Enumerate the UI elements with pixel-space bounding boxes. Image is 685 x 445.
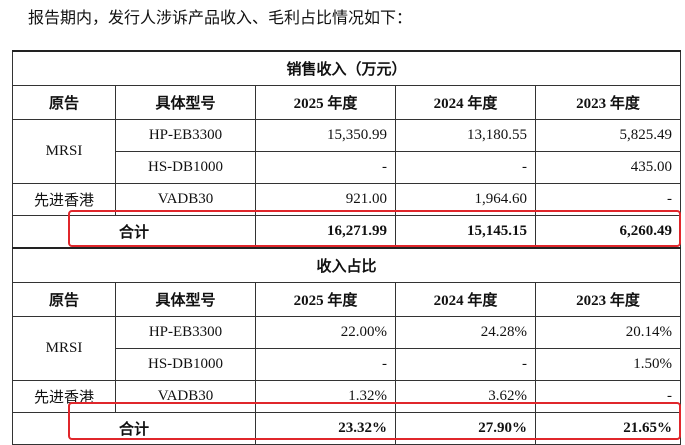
model-cell: VADB30 <box>115 380 256 413</box>
plaintiff-cell: 先进香港 <box>12 183 116 216</box>
table-row: 原告 具体型号 2025 年度 2024 年度 2023 年度 <box>12 85 682 120</box>
table-row: HS-DB1000- -1.50% <box>13 348 682 381</box>
column-header: 原告 <box>12 85 116 120</box>
column-header: 原告 <box>12 282 116 317</box>
column-header: 2025 年度 <box>255 85 396 120</box>
model-cell: HS-DB1000 <box>115 348 256 381</box>
column-header: 具体型号 <box>115 85 256 120</box>
value-cell: - <box>395 348 536 381</box>
value-cell: - <box>534 380 682 413</box>
total-value: 15,145.15 <box>395 215 536 249</box>
value-cell: 3.62% <box>395 380 536 413</box>
value-cell: 22.00% <box>255 316 396 349</box>
value-cell: 5,825.49 <box>534 119 682 152</box>
table-row: 合计 23.32% 27.90% 21.65% <box>12 412 682 445</box>
column-header: 2025 年度 <box>255 282 396 317</box>
total-value: 6,260.49 <box>534 215 682 249</box>
table-row: MRSI HP-EB3300 15,350.99 13,180.55 5,825.49 <box>12 119 682 184</box>
value-cell: 435.00 <box>534 151 682 184</box>
value-cell: - <box>255 348 396 381</box>
table-row: 收入占比 <box>11 247 682 283</box>
total-value: 16,271.99 <box>255 215 396 249</box>
highlight-box <box>68 402 681 440</box>
data-table: 销售收入（万元） 原告 具体型号 2025 年度 2024 年度 2023 年度 MRSI H… <box>11 50 682 445</box>
table-row: 合计 16,271.99 15,145.15 6,260.49 <box>12 215 682 249</box>
value-cell: - <box>395 151 536 184</box>
value-cell: 15,350.99 <box>255 119 396 152</box>
section-title: 收入占比 <box>11 247 682 283</box>
model-cell: HS-DB1000 <box>115 151 256 184</box>
column-header: 2023 年度 <box>534 282 682 317</box>
value-cell: - <box>255 151 396 184</box>
column-header: 2023 年度 <box>534 85 682 120</box>
section-title: 销售收入（万元） <box>11 50 682 86</box>
plaintiff-cell: MRSI <box>12 316 116 381</box>
value-cell: 13,180.55 <box>395 119 536 152</box>
table-row: 先进香港 VADB30 1.32% 3.62% - <box>12 380 682 413</box>
model-cell: HP-EB3300 <box>115 119 256 152</box>
value-cell: 1.50% <box>534 348 682 381</box>
table-row: HS-DB1000- -435.00 <box>13 151 682 184</box>
plaintiff-cell: MRSI <box>12 119 116 184</box>
value-cell: 20.14% <box>534 316 682 349</box>
highlight-box <box>68 210 681 247</box>
table-row: MRSI HP-EB3300 22.00% 24.28% 20.14% <box>12 316 682 381</box>
value-cell: 24.28% <box>395 316 536 349</box>
column-header: 具体型号 <box>115 282 256 317</box>
model-cell: HP-EB3300 <box>115 316 256 349</box>
column-header: 2024 年度 <box>395 282 536 317</box>
intro-text: 报告期内，发行人涉诉产品收入、毛利占比情况如下： <box>28 10 413 27</box>
table-row: 原告 具体型号 2025 年度 2024 年度 2023 年度 <box>12 282 682 317</box>
table-row: 销售收入（万元） <box>11 50 682 86</box>
column-header: 2024 年度 <box>395 85 536 120</box>
